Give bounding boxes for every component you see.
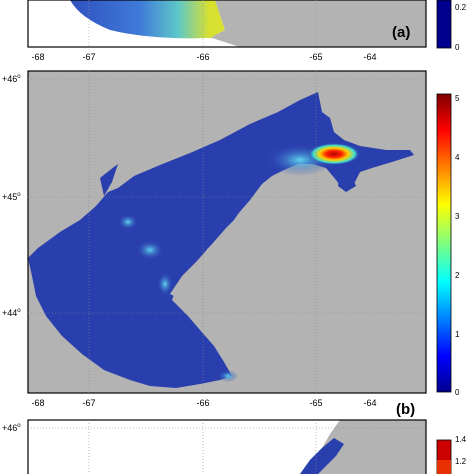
panel-b-colorbar: 5 4 3 2 1 0 (436, 93, 460, 397)
panel-c-colorbar: 1.4 1.2 (436, 435, 467, 474)
panel-b-x-tick: -64 (363, 398, 376, 408)
panel-b-x-axis: -68 -67 -66 -65 -64 (31, 398, 376, 408)
panel-a-colorbar-tick: 0 (455, 43, 460, 52)
panel-c-colorbar-tick: 1.2 (455, 457, 467, 466)
panel-b-label: (b) (396, 401, 415, 418)
panel-b-colorbar-tick: 2 (455, 271, 460, 280)
panel-a-x-tick: -66 (196, 52, 209, 62)
panel-b-colorbar-tick: 3 (455, 212, 460, 221)
panel-a-x-axis: -68 -67 -66 -65 -64 (31, 52, 376, 62)
panel-b-x-tick: -68 (31, 398, 44, 408)
panel-b-y-tick: +44o (2, 308, 21, 318)
panel-b-x-tick: -67 (82, 398, 95, 408)
panel-c-y-tick: +46o (2, 423, 21, 433)
panel-c-y-axis: +46o (2, 423, 21, 433)
panel-a-colorbar: 0.2 0 (436, 0, 467, 52)
panel-b-colorbar-tick: 1 (455, 330, 460, 339)
panel-b-y-axis: +46o +45o +44o (2, 74, 21, 318)
panel-b-y-tick: +45o (2, 192, 21, 202)
panel-b-colorbar-tick: 4 (455, 153, 460, 162)
panel-c: +46o 1.4 1.2 (2, 419, 467, 474)
panel-b: (b) -68 -67 -66 -65 -64 +46o +45o +44o 5… (2, 70, 460, 418)
max-hotspot (308, 143, 360, 165)
panel-a: (a) -68 -67 -66 -65 -64 0.2 0 (27, 0, 467, 62)
panel-b-map (28, 71, 426, 393)
panel-a-x-tick: -68 (31, 52, 44, 62)
panel-c-map (28, 420, 426, 474)
panel-a-x-tick: -64 (363, 52, 376, 62)
graticule (28, 71, 426, 393)
panel-b-x-tick: -65 (309, 398, 322, 408)
panel-b-y-tick: +46o (2, 74, 21, 84)
panel-c-colorbar-tick: 1.4 (455, 435, 467, 444)
panel-a-x-tick: -65 (309, 52, 322, 62)
panel-b-colorbar-tick: 0 (455, 388, 460, 397)
panel-b-colorbar-tick: 5 (455, 94, 460, 103)
panel-a-colorbar-tick: 0.2 (455, 3, 467, 12)
panel-a-map (28, 0, 426, 47)
bay-water (28, 92, 414, 388)
panel-a-label: (a) (392, 24, 410, 41)
panel-a-x-tick: -67 (82, 52, 95, 62)
panel-b-x-tick: -66 (196, 398, 209, 408)
